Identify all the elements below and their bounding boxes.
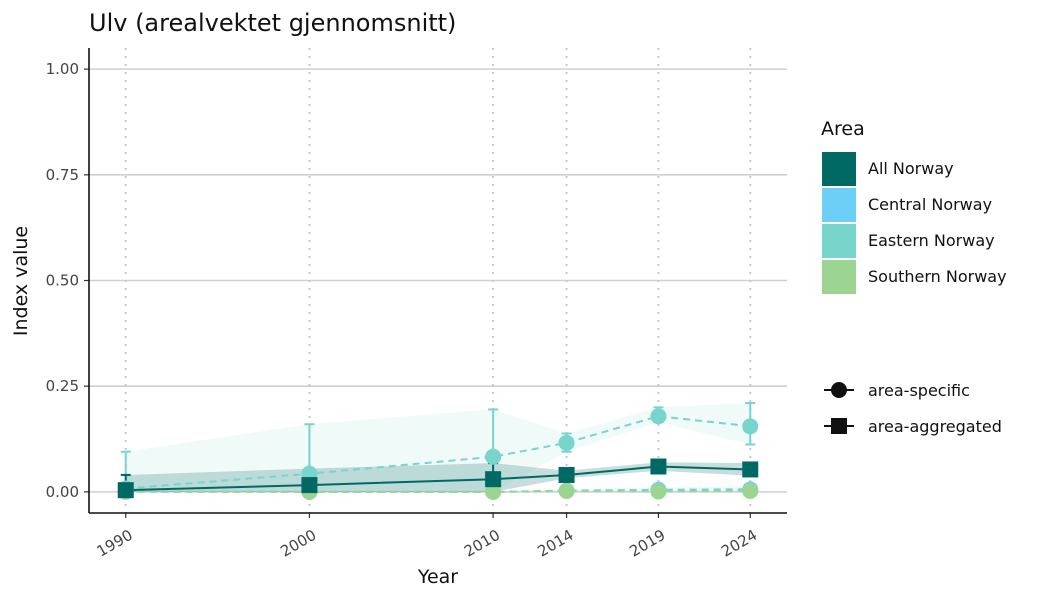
x-tick-label: 2000 [277, 526, 319, 561]
y-tick-label: 0.50 [46, 272, 79, 290]
series-lines [125, 415, 751, 493]
southern-norway-point [485, 483, 502, 500]
southern-norway-point [558, 483, 575, 500]
x-tick-label: 2010 [461, 526, 503, 561]
legend-item-area-aggregated: area-aggregated [824, 417, 1002, 436]
southern-norway-point [650, 483, 667, 500]
y-tick-label: 0.00 [46, 483, 79, 501]
legend-label: Central Norway [868, 195, 992, 214]
eastern-norway-point [650, 408, 667, 425]
all-norway-point [301, 477, 318, 494]
all-norway-point [558, 466, 575, 483]
eastern-norway-line [125, 415, 751, 490]
y-tick-label: 0.25 [46, 377, 79, 395]
y-axis-title: Index value [10, 226, 32, 336]
legend-shapes: area-specific area-aggregated [824, 381, 1002, 436]
all-norway-ribbon [125, 462, 751, 492]
eastern-norway-ribbon [125, 403, 751, 492]
legend-swatch [822, 224, 856, 258]
all-norway-point [117, 482, 134, 499]
legend-label: Eastern Norway [868, 231, 995, 250]
x-axis-title: Year [417, 566, 458, 588]
legend-areas: All Norway Central Norway Eastern Norway So… [822, 152, 1007, 294]
eastern-norway-point [558, 434, 575, 451]
legend-item-southern-norway: Southern Norway [822, 260, 1007, 294]
eastern-norway-point [485, 448, 502, 465]
series-points [117, 408, 759, 500]
eastern-norway-point [742, 418, 759, 435]
chart-title: Ulv (arealvektet gjennomsnitt) [89, 9, 456, 37]
legend-item-all-norway: All Norway [822, 152, 954, 186]
y-tick-label: 1.00 [46, 60, 79, 78]
legend: Area All Norway Central Norway Eastern Nor… [821, 118, 1007, 436]
all-norway-line [125, 465, 751, 492]
y-tick-label: 0.75 [46, 166, 79, 184]
legend-label: area-aggregated [868, 417, 1002, 436]
x-tick-label: 2014 [535, 526, 577, 561]
x-tick-label: 1990 [94, 526, 136, 561]
legend-swatch [822, 152, 856, 186]
legend-square-marker [831, 418, 847, 434]
legend-circle-marker [831, 382, 847, 398]
southern-norway-point [742, 483, 759, 500]
legend-label: Southern Norway [868, 267, 1007, 286]
legend-title: Area [821, 118, 865, 140]
all-norway-point [650, 458, 667, 475]
x-tick-label: 2024 [718, 526, 760, 561]
legend-swatch [822, 188, 856, 222]
grid [89, 48, 787, 513]
legend-item-eastern-norway: Eastern Norway [822, 224, 995, 258]
legend-item-area-specific: area-specific [824, 381, 970, 400]
all-norway-point [742, 461, 759, 478]
legend-label: All Norway [868, 159, 954, 178]
legend-label: area-specific [868, 381, 970, 400]
all-norway-point [485, 471, 502, 488]
legend-swatch [822, 260, 856, 294]
x-tick-label: 2019 [626, 526, 668, 561]
legend-item-central-norway: Central Norway [822, 188, 992, 222]
